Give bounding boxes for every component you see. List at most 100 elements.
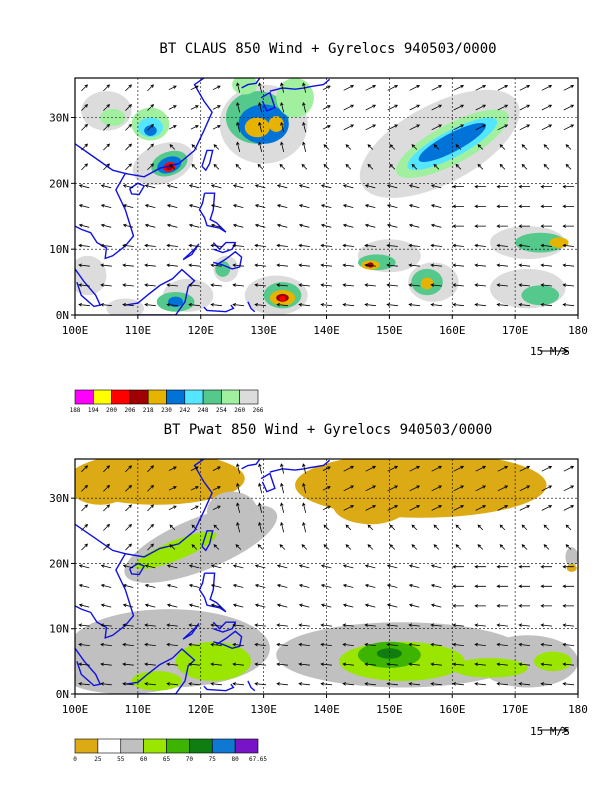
- wind-vector: [365, 85, 377, 91]
- wind-vector: [122, 263, 134, 268]
- x-tick-label: 150E: [376, 324, 403, 337]
- wind-vector: [364, 204, 376, 208]
- wind-vector: [342, 303, 354, 307]
- wind-vector: [389, 524, 396, 531]
- wind-vector: [342, 642, 354, 647]
- wind-vector: [144, 583, 156, 588]
- wind-vector: [210, 184, 222, 189]
- wind-vector: [254, 303, 266, 307]
- wind-vector: [100, 223, 112, 228]
- wind-vector: [210, 243, 222, 248]
- wind-vector: [386, 662, 398, 667]
- coastline: [203, 304, 235, 313]
- wind-vector: [519, 104, 531, 111]
- coastline: [182, 243, 200, 261]
- chart2-colorbar: 0 25 55 60 65 70 75 80 67.65: [73, 738, 267, 763]
- wind-vector: [147, 143, 154, 151]
- wind-vector: [408, 642, 420, 647]
- wind-vector: [236, 521, 241, 533]
- wind-vector: [78, 243, 90, 248]
- field-patch: [168, 296, 184, 308]
- wind-vector: [343, 85, 355, 91]
- wind-vector: [540, 184, 552, 189]
- wind-vector: [122, 223, 134, 228]
- wind-vector: [190, 466, 199, 471]
- wind-vector: [190, 125, 199, 130]
- wind-vector: [364, 283, 376, 287]
- wind-vector: [188, 662, 200, 667]
- wind-vector: [409, 505, 421, 511]
- wind-vector: [540, 662, 553, 667]
- wind-vector: [453, 485, 465, 492]
- wind-vector: [302, 141, 307, 152]
- wind-vector: [103, 163, 110, 171]
- wind-vector: [386, 283, 398, 287]
- wind-vector: [430, 283, 442, 287]
- colorbar-label: 230: [161, 407, 172, 414]
- wind-vector: [497, 465, 509, 472]
- wind-vector: [342, 623, 354, 627]
- chart1-colorbar: 188 194 200 206 218 230 242 248 254 260 266: [70, 389, 264, 414]
- wind-vector: [298, 623, 310, 627]
- wind-vector: [433, 544, 440, 550]
- chart2-reference-arrow: [540, 726, 570, 734]
- wind-vector: [540, 283, 553, 287]
- wind-vector: [122, 243, 134, 248]
- colorbar-swatch: [202, 389, 222, 405]
- wind-vector: [497, 505, 509, 511]
- wind-vector: [452, 682, 464, 686]
- wind-vector: [254, 204, 266, 208]
- wind-vector: [190, 486, 199, 491]
- wind-vector: [496, 604, 508, 608]
- wind-vector: [210, 283, 222, 287]
- wind-vector: [474, 224, 486, 228]
- wind-vector: [232, 303, 244, 307]
- wind-vector: [254, 662, 266, 667]
- wind-vector: [298, 263, 310, 268]
- wind-vector: [496, 623, 508, 627]
- wind-vector: [78, 223, 90, 228]
- wind-vector: [125, 523, 132, 531]
- wind-vector: [342, 223, 354, 228]
- colorbar-label: 60: [140, 756, 148, 763]
- wind-vector: [320, 283, 332, 287]
- wind-vector: [343, 485, 355, 492]
- wind-vector: [367, 144, 374, 150]
- wind-vector: [254, 223, 266, 228]
- wind-vector: [543, 524, 550, 531]
- wind-vector: [455, 163, 462, 170]
- wind-vector: [540, 623, 553, 627]
- wind-vector: [563, 124, 575, 131]
- wind-vector: [103, 143, 110, 151]
- wind-vector: [452, 662, 464, 667]
- wind-vector: [475, 85, 487, 91]
- wind-vector: [411, 524, 418, 531]
- wind-vector: [431, 124, 443, 131]
- wind-vector: [474, 283, 486, 287]
- wind-vector: [562, 303, 575, 307]
- wind-vector: [431, 465, 443, 472]
- coastline: [213, 250, 243, 270]
- wind-vector: [496, 243, 508, 248]
- x-tick-label: 160E: [439, 324, 466, 337]
- wind-vector: [280, 82, 285, 93]
- wind-vector: [168, 85, 177, 91]
- wind-vector: [543, 163, 550, 170]
- wind-vector: [78, 564, 90, 569]
- wind-vector: [276, 204, 288, 208]
- wind-vector: [320, 623, 332, 627]
- wind-vector: [499, 144, 506, 150]
- wind-vector: [280, 141, 285, 152]
- wind-vector: [144, 184, 156, 189]
- wind-vector: [144, 564, 156, 569]
- wind-vector: [475, 465, 487, 472]
- wind-vector: [474, 564, 486, 569]
- wind-vector: [188, 204, 200, 208]
- wind-vector: [541, 465, 553, 472]
- wind-vector: [387, 124, 399, 131]
- y-tick-label: 0N: [56, 309, 69, 322]
- wind-vector: [232, 263, 244, 268]
- wind-vector: [408, 243, 420, 248]
- wind-vector: [81, 163, 88, 171]
- wind-vector: [122, 662, 134, 667]
